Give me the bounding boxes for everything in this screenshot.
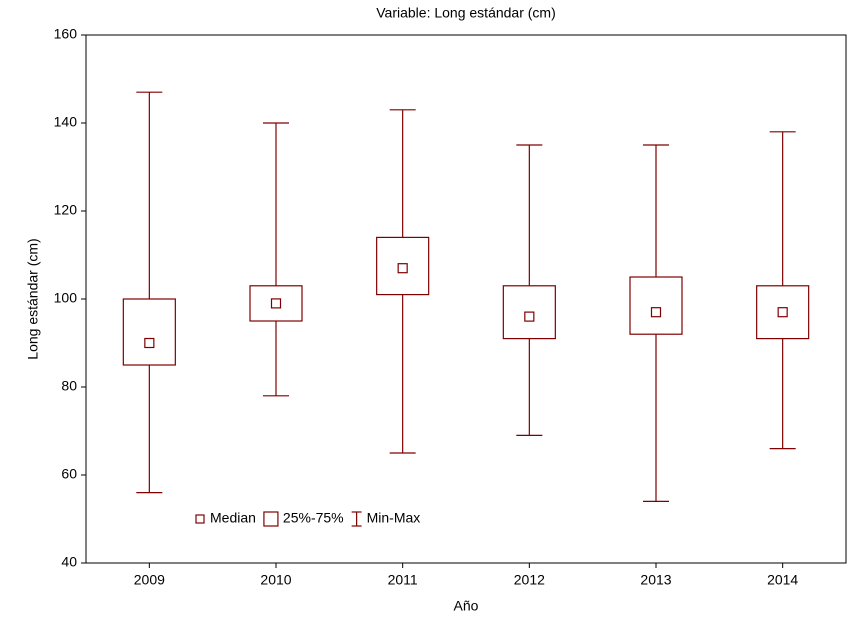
x-tick-label: 2009 (134, 572, 165, 588)
median-marker (650, 307, 662, 318)
legend-median-swatch (195, 514, 205, 524)
y-tick-label: 80 (61, 378, 77, 394)
y-axis-label: Long estándar (cm) (25, 238, 41, 359)
y-tick-label: 140 (54, 114, 78, 130)
x-tick-label: 2013 (640, 572, 671, 588)
x-tick-label: 2011 (388, 572, 418, 588)
chart-title: Variable: Long estándar (cm) (376, 5, 556, 21)
y-tick-label: 40 (61, 554, 77, 570)
plot-frame (85, 34, 847, 564)
median-marker (397, 263, 408, 274)
y-tick-label: 160 (54, 26, 78, 42)
box (756, 285, 810, 340)
legend-label: Min-Max (367, 510, 421, 526)
median-marker (524, 311, 535, 322)
x-tick-label: 2012 (514, 572, 545, 588)
box (122, 298, 176, 366)
median-marker (144, 337, 155, 349)
y-tick-label: 120 (54, 202, 78, 218)
legend-label: 25%-75% (283, 510, 344, 526)
box (376, 236, 430, 296)
x-axis-label: Año (454, 598, 479, 614)
box (502, 285, 556, 340)
box (629, 276, 683, 335)
x-tick-label: 2014 (767, 572, 798, 588)
y-tick-label: 100 (54, 290, 78, 306)
median-marker (270, 298, 282, 309)
box (249, 285, 303, 322)
median-marker (777, 307, 788, 318)
legend-box-swatch (263, 511, 279, 527)
y-tick-label: 60 (61, 466, 77, 482)
legend-label: Median (210, 510, 256, 526)
x-tick-label: 2010 (260, 572, 291, 588)
